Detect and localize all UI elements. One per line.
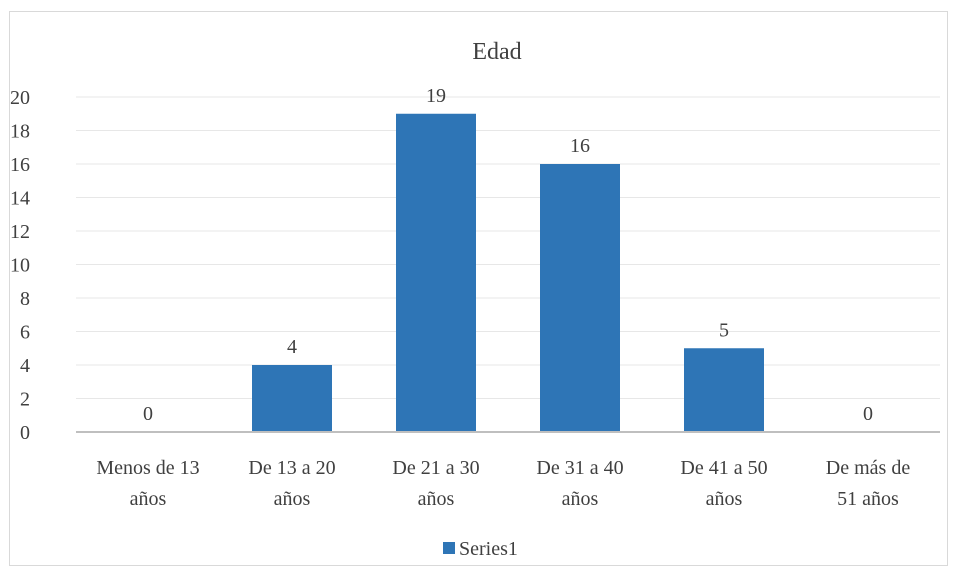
y-tick-label: 16 xyxy=(10,154,30,176)
x-tick-label: años xyxy=(130,488,167,510)
x-tick-label: De 41 a 50 xyxy=(680,457,767,479)
x-tick-label: años xyxy=(562,488,599,510)
data-label: 4 xyxy=(287,336,297,358)
y-tick-label: 20 xyxy=(10,87,30,109)
x-tick-label: De más de xyxy=(826,457,911,479)
chart-frame xyxy=(9,11,948,566)
y-tick-label: 18 xyxy=(10,121,30,143)
x-tick-label: años xyxy=(274,488,311,510)
y-tick-label: 12 xyxy=(10,221,30,243)
data-labels: 0 4 19 16 5 0 xyxy=(143,85,873,425)
y-axis-tick-labels: 0 2 4 6 8 10 12 14 16 18 20 xyxy=(10,87,30,444)
y-tick-label: 2 xyxy=(20,389,30,411)
x-tick-label: 51 años xyxy=(837,488,899,510)
gridlines xyxy=(76,96,940,399)
y-tick-label: 14 xyxy=(10,188,30,210)
bars xyxy=(252,113,764,432)
y-tick-label: 4 xyxy=(20,355,30,377)
x-tick-label: De 31 a 40 xyxy=(536,457,623,479)
x-tick-label: De 13 a 20 xyxy=(248,457,335,479)
bar xyxy=(252,365,332,432)
y-tick-label: 8 xyxy=(20,288,30,310)
data-label: 16 xyxy=(570,135,590,157)
x-tick-label: años xyxy=(418,488,455,510)
x-tick-label: años xyxy=(706,488,743,510)
legend: Series1 xyxy=(443,538,518,560)
data-label: 0 xyxy=(143,403,153,425)
y-tick-label: 0 xyxy=(20,422,30,444)
legend-label-series1: Series1 xyxy=(459,538,518,560)
x-axis-tick-labels: Menos de 13 años De 13 a 20 años De 21 a 30 a… xyxy=(96,457,910,510)
x-tick-label: Menos de 13 xyxy=(96,457,199,479)
legend-swatch-series1 xyxy=(443,542,455,554)
data-label: 19 xyxy=(426,85,446,107)
bar xyxy=(396,113,476,432)
y-tick-label: 6 xyxy=(20,322,30,344)
data-label: 0 xyxy=(863,403,873,425)
bar xyxy=(684,348,764,432)
data-label: 5 xyxy=(719,319,729,341)
y-tick-label: 10 xyxy=(10,255,30,277)
x-tick-label: De 21 a 30 xyxy=(392,457,479,479)
chart-title: Edad xyxy=(472,39,521,65)
bar xyxy=(540,164,620,432)
